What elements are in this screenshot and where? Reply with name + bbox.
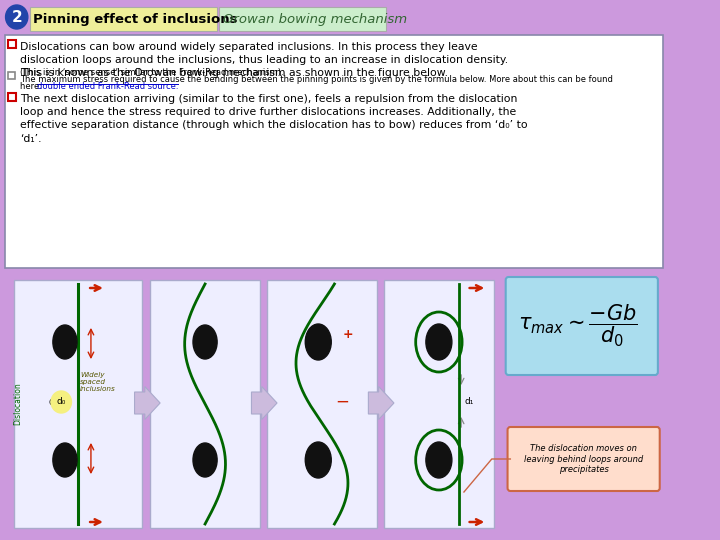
Text: −: −: [336, 393, 349, 411]
FancyBboxPatch shape: [14, 280, 142, 528]
FancyBboxPatch shape: [219, 7, 386, 31]
Ellipse shape: [53, 443, 77, 477]
FancyBboxPatch shape: [150, 280, 260, 528]
FancyBboxPatch shape: [4, 35, 663, 268]
FancyBboxPatch shape: [9, 40, 16, 48]
Ellipse shape: [305, 442, 331, 478]
Text: Orowan bowing mechanism: Orowan bowing mechanism: [222, 12, 407, 25]
FancyBboxPatch shape: [135, 387, 160, 420]
Text: Pinning effect of inclusions: Pinning effect of inclusions: [33, 12, 238, 25]
Circle shape: [51, 391, 71, 413]
Text: (This is in ‘some sense’ similar to the Frank-Read mechanism).: (This is in ‘some sense’ similar to the …: [20, 68, 284, 77]
FancyBboxPatch shape: [251, 387, 277, 420]
Ellipse shape: [193, 325, 217, 359]
FancyBboxPatch shape: [30, 7, 217, 31]
FancyBboxPatch shape: [505, 277, 658, 375]
Ellipse shape: [426, 442, 452, 478]
Text: Dislocation: Dislocation: [13, 383, 22, 426]
Text: double ended Frank-Read source.: double ended Frank-Read source.: [37, 82, 179, 91]
FancyBboxPatch shape: [508, 427, 660, 491]
Text: $\tau_{max} \sim \dfrac{-Gb}{d_0}$: $\tau_{max} \sim \dfrac{-Gb}{d_0}$: [518, 303, 637, 349]
Text: here:: here:: [20, 82, 45, 91]
Text: +: +: [343, 328, 354, 341]
Ellipse shape: [305, 324, 331, 360]
Ellipse shape: [426, 324, 452, 360]
Text: Dislocations can bow around widely separated inclusions. In this process they le: Dislocations can bow around widely separ…: [20, 42, 508, 78]
FancyBboxPatch shape: [9, 93, 16, 101]
FancyBboxPatch shape: [384, 280, 494, 528]
Text: Widely
spaced
inclusions: Widely spaced inclusions: [80, 372, 115, 392]
Circle shape: [6, 5, 28, 29]
FancyBboxPatch shape: [267, 280, 377, 528]
FancyBboxPatch shape: [9, 72, 15, 79]
Text: d: d: [48, 397, 55, 407]
Text: The next dislocation arriving (similar to the first one), feels a repulsion from: The next dislocation arriving (similar t…: [20, 94, 528, 144]
Text: The dislocation moves on
leaving behind loops around
precipitates: The dislocation moves on leaving behind …: [524, 444, 643, 474]
Text: d₀: d₀: [57, 397, 66, 407]
FancyBboxPatch shape: [369, 387, 394, 420]
FancyBboxPatch shape: [4, 271, 663, 535]
Text: The maximum stress required to cause the bending between the pinning points is g: The maximum stress required to cause the…: [20, 75, 613, 84]
Text: 2: 2: [12, 10, 22, 24]
Ellipse shape: [193, 443, 217, 477]
Ellipse shape: [53, 325, 77, 359]
Text: d₁: d₁: [465, 397, 474, 407]
